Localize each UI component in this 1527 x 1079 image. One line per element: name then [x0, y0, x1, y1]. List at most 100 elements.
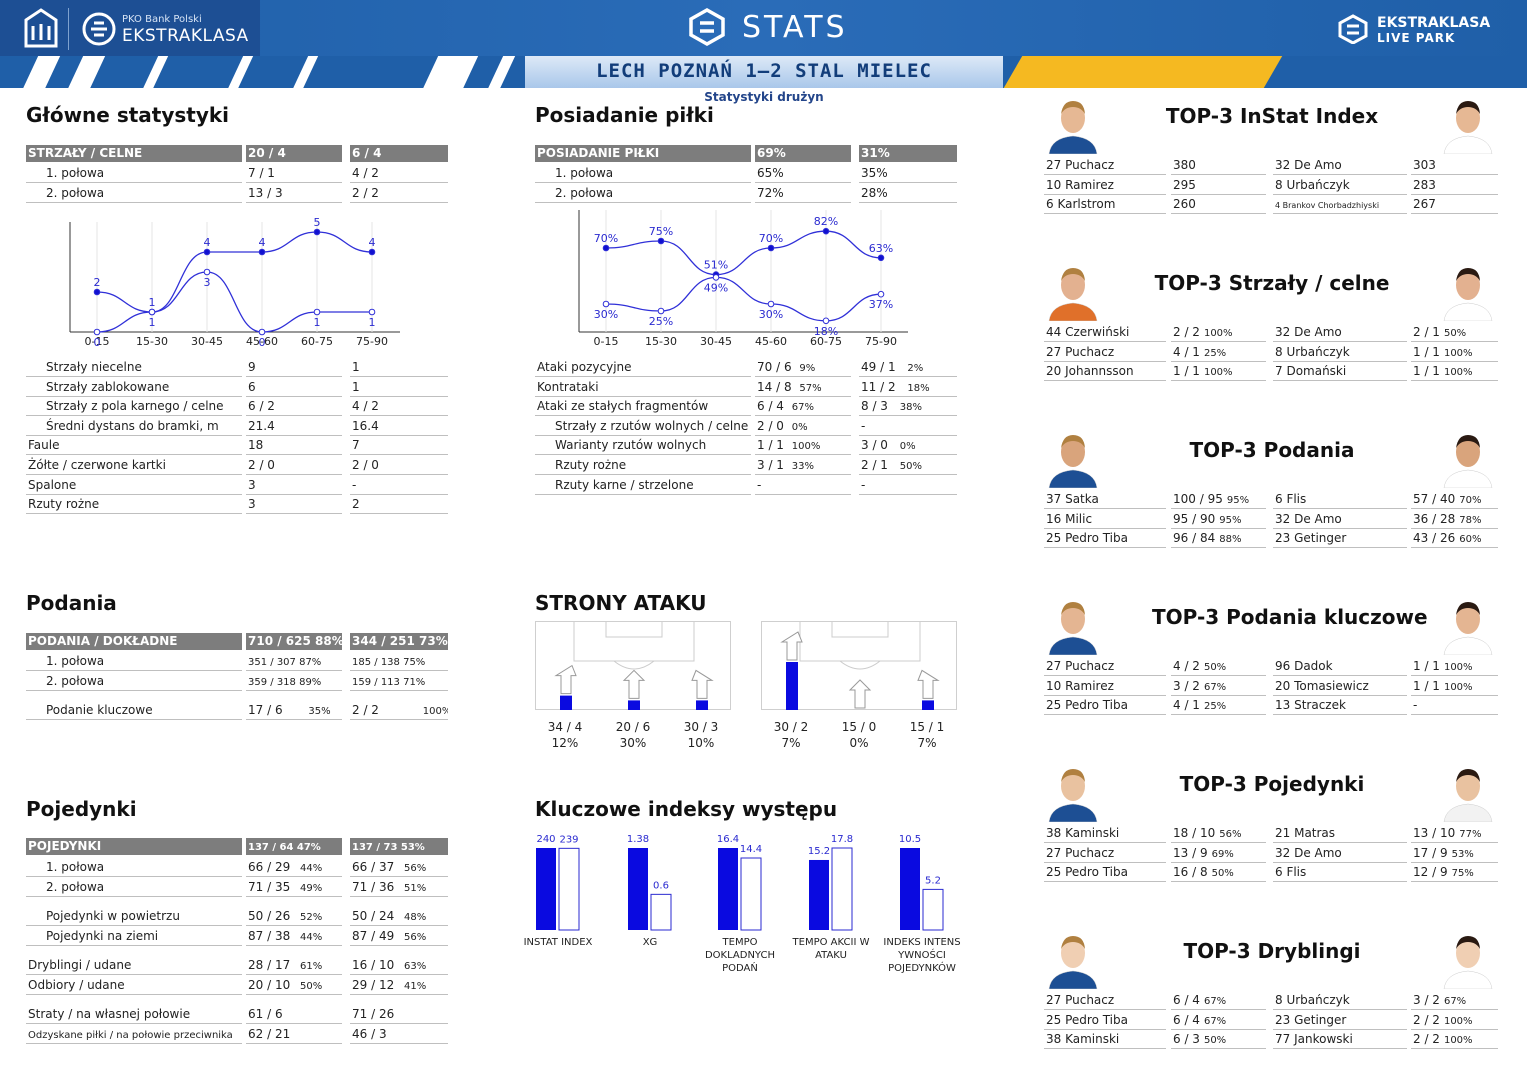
table-cell: 72% [755, 184, 851, 203]
attack-percent: 7% [917, 736, 937, 750]
cell-value: 35% [308, 706, 331, 717]
table-cell: 2 / 1 50% [859, 456, 957, 475]
cell-value: - [757, 477, 762, 492]
cell-value: 75% [1451, 868, 1474, 879]
attack-arrow-icon [554, 664, 577, 695]
bar-value: 17.8 [831, 834, 853, 845]
tick-label: 75-90 [356, 335, 388, 348]
table-cell: Rzuty rożne [26, 495, 242, 515]
table-row: Straty / na własnej połowie 61 / 6 71 / … [26, 1005, 448, 1025]
table-row: Rzuty rożne 3 2 [26, 495, 448, 515]
attack-side-label: 15 / 1 7% [897, 719, 957, 751]
cell-value: 303 [1413, 158, 1436, 172]
table-cell: 20 Johannsson [1044, 362, 1166, 381]
cell-value: 67% [1203, 1015, 1227, 1027]
table-cell: 6 / 4 [350, 145, 448, 162]
tick-label: 0-15 [85, 335, 110, 348]
data-label: 2 [94, 276, 101, 289]
cell-value: 27 Puchacz [1046, 344, 1115, 359]
table-cell: 1 / 1 100% [1171, 362, 1266, 381]
cell-value: 13 / 3 [248, 186, 283, 200]
table-cell: 6 / 3 50% [1171, 1030, 1266, 1049]
cell-value: 3 / 2 [1173, 678, 1200, 693]
table-row: Strzały zablokowane 6 1 [26, 378, 448, 398]
series-line [96, 271, 372, 333]
table-cell: Żółte / czerwone kartki [26, 456, 242, 475]
table-cell: 65% [755, 164, 851, 183]
table-cell: 11 / 2 18% [859, 378, 957, 397]
table-row: Pojedynki w powietrzu 50 / 26 52% 50 / 2… [26, 907, 448, 927]
cell-value: 51% [404, 882, 427, 894]
cell-value: 100% [1203, 328, 1233, 339]
table-cell: 71 / 35 49% [246, 878, 342, 897]
cell-value: 61% [300, 961, 323, 972]
top3-row: 16 Milic 95 / 90 95% 32 De Amo 36 / 28 78% [1044, 510, 1498, 530]
attack-bar [696, 700, 708, 710]
table-cell: 16 / 10 63% [350, 956, 448, 975]
cell-value: 14 / 8 [757, 379, 792, 394]
cell-value: Strzały z rzutów wolnych / celne [555, 418, 749, 433]
player-photo-icon [1443, 936, 1493, 989]
top3-row: 10 Ramirez 295 8 Urbańczyk 283 [1044, 176, 1498, 196]
table-cell: 87 / 38 44% [246, 927, 342, 946]
cell-value: 1 / 1 [1413, 364, 1440, 378]
top3-title: TOP-3 Podania kluczowe [1152, 605, 1428, 629]
cell-value: Strzały zablokowane [46, 379, 170, 394]
table-cell: 95 / 90 95% [1171, 510, 1266, 529]
bar-away [831, 847, 853, 931]
attack-bar [922, 700, 934, 710]
cell-value: Ataki pozycyjne [537, 360, 632, 374]
table-cell: 10 Ramirez [1044, 176, 1166, 195]
data-point [877, 290, 885, 298]
cell-value: 2. połowa [555, 186, 614, 200]
live-park-logo-icon [1338, 14, 1368, 44]
table-cell: Pojedynki na ziemi [26, 927, 242, 946]
cell-value: 95 / 90 [1173, 511, 1216, 526]
cell-value: 65% [757, 166, 784, 180]
table-cell: 13 / 3 [246, 184, 342, 203]
top3-row: 10 Ramirez 3 / 2 67% 20 Tomasiewicz 1 / 1 100… [1044, 677, 1498, 697]
table-cell: 13 / 10 77% [1411, 824, 1498, 843]
table-cell: 71 / 26 [350, 1005, 448, 1024]
table-cell: 2 / 0 [246, 456, 342, 475]
cell-value: 49 / 1 [861, 360, 896, 374]
cell-value: 4 / 1 [1173, 698, 1200, 712]
cell-value: 710 / 625 88% [248, 634, 342, 648]
main-stats-table: STRZAŁY / CELNE 20 / 4 6 / 4 1. połowa 7… [26, 143, 448, 515]
top3-title: TOP-3 Podania [1189, 438, 1355, 462]
cell-value: Straty / na własnej połowie [28, 1007, 191, 1021]
table-cell: 25 Pedro Tiba [1044, 863, 1166, 882]
cell-value: 61 / 6 [248, 1007, 283, 1021]
table-cell: 1 / 1 100% [1411, 343, 1498, 362]
cell-value: 185 / 138 75% [352, 657, 426, 668]
cell-value: 69% [757, 146, 786, 160]
cell-value: 2 / 2 [1173, 325, 1200, 339]
bar-value: 15.2 [808, 846, 830, 857]
cell-value: 36 / 28 [1413, 511, 1456, 526]
cell-value: 10 Ramirez [1046, 177, 1114, 192]
table-cell: 87 / 49 56% [350, 927, 448, 946]
top3-row: 25 Pedro Tiba 6 / 4 67% 23 Getinger 2 / 2 100… [1044, 1011, 1498, 1031]
player-photo-icon [1443, 769, 1493, 822]
cell-value: 2. połowa [46, 186, 105, 200]
table-row: Pojedynki na ziemi 87 / 38 44% 87 / 49 5… [26, 927, 448, 947]
cell-value: 27 Puchacz [1046, 158, 1115, 172]
table-cell: 137 / 73 53% [350, 838, 448, 855]
cell-value: 17 / 6 [248, 703, 283, 717]
table-row: Dryblingi / udane 28 / 17 61% 16 / 10 63… [26, 956, 448, 976]
data-label: 49% [704, 281, 728, 294]
data-point [712, 274, 720, 281]
table-cell: 2 / 0 0% [755, 417, 851, 436]
cell-value: 25 Pedro Tiba [1046, 531, 1128, 545]
data-point [822, 317, 830, 325]
cell-value: 52% [300, 912, 323, 923]
key-index-label: INDEKS INTENS YWNOŚCI POJEDYNKÓW [883, 937, 961, 974]
top3-row: 25 Pedro Tiba 96 / 84 88% 23 Getinger 43 / 2… [1044, 529, 1498, 549]
cell-value: 1. połowa [46, 166, 105, 180]
data-label: 25% [649, 315, 673, 328]
table-cell: STRZAŁY / CELNE [26, 145, 242, 162]
table-cell: 7 [350, 436, 448, 456]
table-row: 2. połowa 359 / 318 89% 159 / 113 71% [26, 672, 448, 692]
table-cell: 2. połowa [26, 672, 242, 691]
cell-value: 77% [1459, 829, 1482, 840]
